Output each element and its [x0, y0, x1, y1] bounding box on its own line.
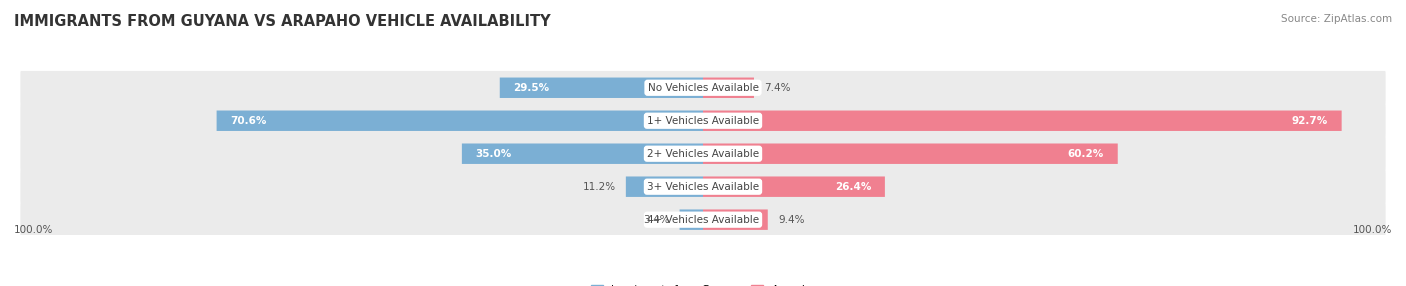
- Text: 60.2%: 60.2%: [1067, 149, 1104, 159]
- FancyBboxPatch shape: [21, 170, 1385, 204]
- Text: 35.0%: 35.0%: [475, 149, 512, 159]
- FancyBboxPatch shape: [21, 71, 1385, 105]
- Text: 2+ Vehicles Available: 2+ Vehicles Available: [647, 149, 759, 159]
- Text: 3.4%: 3.4%: [643, 215, 669, 225]
- FancyBboxPatch shape: [217, 110, 703, 131]
- Text: 29.5%: 29.5%: [513, 83, 550, 93]
- Text: 9.4%: 9.4%: [778, 215, 804, 225]
- Text: IMMIGRANTS FROM GUYANA VS ARAPAHO VEHICLE AVAILABILITY: IMMIGRANTS FROM GUYANA VS ARAPAHO VEHICL…: [14, 14, 551, 29]
- FancyBboxPatch shape: [461, 144, 703, 164]
- Text: 100.0%: 100.0%: [14, 225, 53, 235]
- FancyBboxPatch shape: [626, 176, 703, 197]
- FancyBboxPatch shape: [679, 209, 703, 230]
- FancyBboxPatch shape: [21, 104, 1385, 138]
- Text: 11.2%: 11.2%: [582, 182, 616, 192]
- FancyBboxPatch shape: [703, 78, 754, 98]
- Text: No Vehicles Available: No Vehicles Available: [648, 83, 758, 93]
- Text: 92.7%: 92.7%: [1292, 116, 1327, 126]
- Text: Source: ZipAtlas.com: Source: ZipAtlas.com: [1281, 14, 1392, 24]
- FancyBboxPatch shape: [21, 137, 1385, 170]
- Text: 1+ Vehicles Available: 1+ Vehicles Available: [647, 116, 759, 126]
- Text: 3+ Vehicles Available: 3+ Vehicles Available: [647, 182, 759, 192]
- Text: 70.6%: 70.6%: [231, 116, 267, 126]
- FancyBboxPatch shape: [703, 110, 1341, 131]
- FancyBboxPatch shape: [703, 144, 1118, 164]
- Text: 7.4%: 7.4%: [765, 83, 790, 93]
- Text: 4+ Vehicles Available: 4+ Vehicles Available: [647, 215, 759, 225]
- FancyBboxPatch shape: [499, 78, 703, 98]
- Text: 100.0%: 100.0%: [1353, 225, 1392, 235]
- FancyBboxPatch shape: [21, 203, 1385, 237]
- FancyBboxPatch shape: [703, 209, 768, 230]
- Text: 26.4%: 26.4%: [835, 182, 872, 192]
- FancyBboxPatch shape: [703, 176, 884, 197]
- Legend: Immigrants from Guyana, Arapaho: Immigrants from Guyana, Arapaho: [586, 281, 820, 286]
